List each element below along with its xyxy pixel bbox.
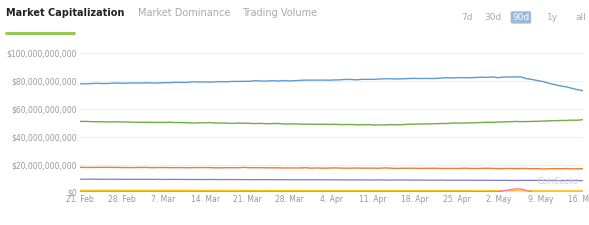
Text: 7d: 7d xyxy=(461,13,473,22)
Text: 30d: 30d xyxy=(484,13,501,22)
Text: Market Capitalization: Market Capitalization xyxy=(6,8,124,18)
Text: 90d: 90d xyxy=(512,13,530,22)
Text: all: all xyxy=(575,13,586,22)
Text: 1y: 1y xyxy=(547,13,558,22)
Text: CoinGecko: CoinGecko xyxy=(537,177,578,186)
Text: Trading Volume: Trading Volume xyxy=(243,8,317,18)
Text: Market Dominance: Market Dominance xyxy=(138,8,230,18)
